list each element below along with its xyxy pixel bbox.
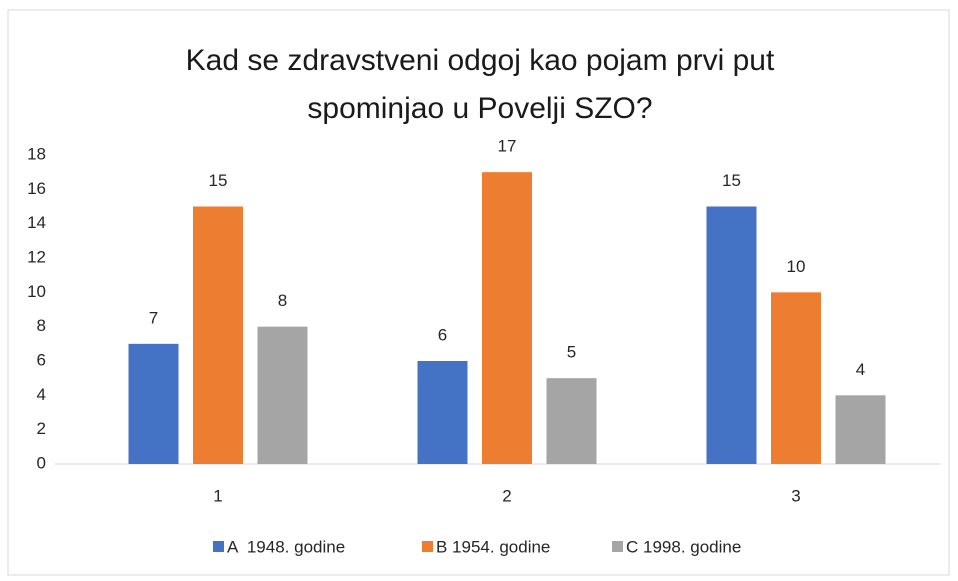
data-label: 8 xyxy=(278,291,287,310)
bar xyxy=(417,361,468,464)
x-tick-label: 1 xyxy=(213,486,222,505)
bar xyxy=(706,206,757,464)
y-tick-label: 6 xyxy=(37,350,46,369)
x-tick-label: 3 xyxy=(791,486,800,505)
legend-label: A 1948. godine xyxy=(227,537,345,556)
bar xyxy=(257,326,308,464)
data-label: 17 xyxy=(498,137,517,156)
data-label: 15 xyxy=(722,171,741,190)
bar xyxy=(482,172,532,464)
chart-title: Kad se zdravstveni odgoj kao pojam prvi … xyxy=(186,44,775,77)
data-label: 15 xyxy=(209,171,228,190)
legend-swatch xyxy=(213,541,224,552)
bar xyxy=(835,395,886,464)
data-label: 7 xyxy=(149,308,158,327)
y-tick-label: 4 xyxy=(37,385,46,404)
y-tick-label: 2 xyxy=(37,419,46,438)
legend-swatch xyxy=(612,541,623,552)
y-tick-label: 14 xyxy=(27,213,46,232)
y-tick-label: 0 xyxy=(37,453,46,472)
legend-swatch xyxy=(422,541,433,552)
chart-title: spominjao u Povelji SZO? xyxy=(307,92,652,125)
y-tick-label: 8 xyxy=(37,316,46,335)
y-tick-label: 18 xyxy=(27,144,46,163)
bar xyxy=(128,343,179,464)
data-label: 6 xyxy=(438,325,447,344)
y-tick-label: 12 xyxy=(27,247,46,266)
data-label: 5 xyxy=(567,343,576,362)
bar xyxy=(193,206,243,464)
data-label: 10 xyxy=(787,257,806,276)
y-tick-label: 16 xyxy=(27,179,46,198)
bar xyxy=(771,292,821,464)
x-tick-label: 2 xyxy=(502,486,511,505)
legend-label: C 1998. godine xyxy=(626,537,741,556)
y-tick-label: 10 xyxy=(27,282,46,301)
bar xyxy=(546,378,597,464)
legend-label: B 1954. godine xyxy=(436,537,550,556)
data-label: 4 xyxy=(856,360,865,379)
